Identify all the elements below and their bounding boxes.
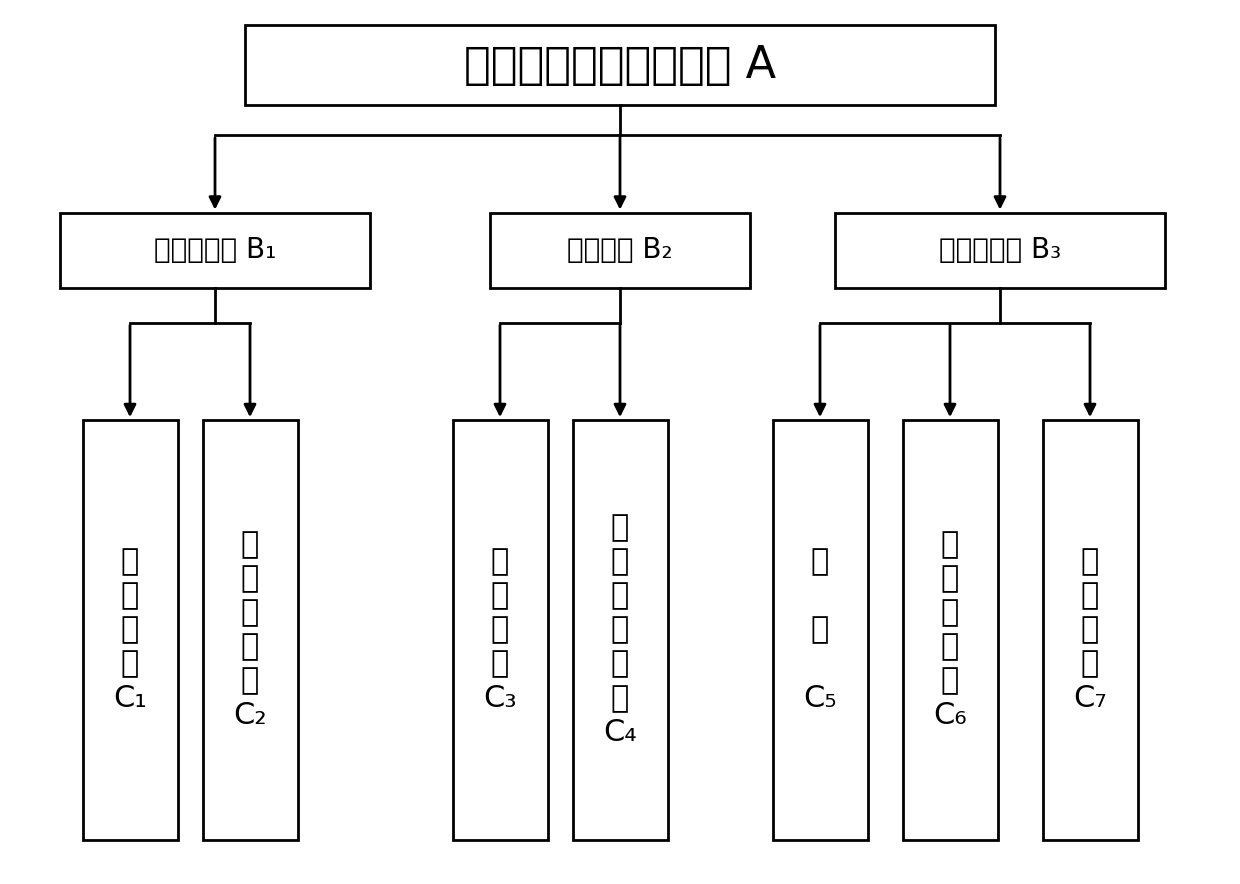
Text: 分: 分 [491, 615, 510, 644]
Text: 涌: 涌 [941, 598, 959, 628]
Text: 地质构造 B₂: 地质构造 B₂ [567, 236, 673, 264]
Text: 水: 水 [241, 564, 259, 593]
Text: 单: 单 [941, 530, 959, 560]
Bar [573, 420, 667, 840]
Bar [773, 420, 868, 840]
Text: 断: 断 [491, 547, 510, 576]
Text: 性: 性 [120, 582, 139, 610]
Text: C₇: C₇ [1073, 683, 1107, 713]
Text: 岩: 岩 [120, 547, 139, 576]
Text: 断: 断 [611, 514, 629, 542]
Text: 位: 位 [941, 564, 959, 593]
Text: 合: 合 [120, 650, 139, 679]
Text: 底板隔水层 B₁: 底板隔水层 B₁ [154, 236, 277, 264]
Text: 布: 布 [491, 650, 510, 679]
Bar [1043, 420, 1137, 840]
Text: 数: 数 [1081, 650, 1099, 679]
Text: 水: 水 [811, 547, 830, 576]
Text: 量: 量 [941, 667, 959, 696]
Text: 度: 度 [241, 667, 259, 696]
Bar [835, 212, 1166, 287]
Text: 底板含水层 B₃: 底板含水层 B₃ [939, 236, 1061, 264]
Bar [202, 420, 298, 840]
Bar [490, 212, 750, 287]
Bar [60, 212, 370, 287]
Text: 系: 系 [1081, 615, 1099, 644]
Text: 规: 规 [611, 582, 629, 610]
Text: 压: 压 [811, 615, 830, 644]
Text: C₁: C₁ [113, 683, 146, 713]
Text: 水: 水 [941, 633, 959, 661]
Text: 指: 指 [611, 650, 629, 679]
Text: C₅: C₅ [804, 683, 837, 713]
Bar [903, 420, 997, 840]
Text: 透: 透 [1081, 582, 1099, 610]
Text: C₂: C₂ [233, 701, 267, 730]
Text: 煤层底板隔水层脆弱性 A: 煤层底板隔水层脆弱性 A [464, 43, 776, 87]
Text: 层: 层 [611, 547, 629, 576]
Text: 隔: 隔 [241, 530, 259, 560]
Text: 数: 数 [611, 683, 629, 713]
Text: 厚: 厚 [241, 633, 259, 661]
Bar [453, 420, 548, 840]
Text: 渗: 渗 [1081, 547, 1099, 576]
Bar [246, 25, 994, 105]
Text: C₃: C₃ [484, 683, 517, 713]
Bar [83, 420, 177, 840]
Text: 组: 组 [120, 615, 139, 644]
Text: C₄: C₄ [603, 718, 637, 747]
Text: 层: 层 [491, 582, 510, 610]
Text: 模: 模 [611, 615, 629, 644]
Text: C₆: C₆ [934, 701, 967, 730]
Text: 层: 层 [241, 598, 259, 628]
